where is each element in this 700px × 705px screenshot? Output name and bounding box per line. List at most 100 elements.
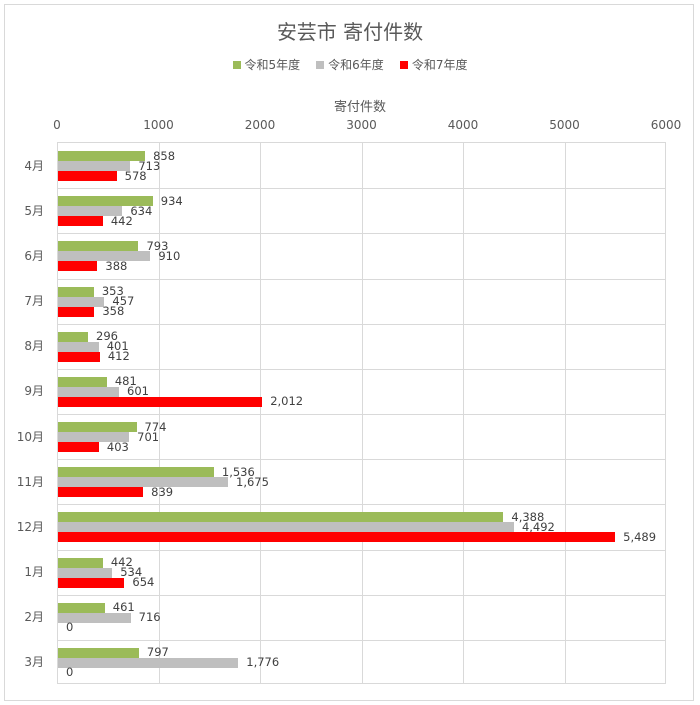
category-label: 9月 [24,384,44,399]
vertical-gridline [463,143,464,683]
data-label: 716 [138,610,161,625]
horizontal-gridline [58,278,665,280]
bar [58,657,239,668]
bar [58,376,107,387]
category-label: 5月 [24,203,44,218]
category-label: 11月 [16,474,44,489]
horizontal-gridline [58,323,665,325]
vertical-gridline [158,143,160,683]
x-tick-label: 5000 [549,118,580,132]
legend-label: 令和5年度 [244,58,301,72]
bar [58,612,131,623]
bar [58,351,100,362]
data-label: 403 [106,439,129,454]
bar [58,442,99,452]
data-label: 1,675 [236,474,269,489]
horizontal-gridline [58,504,665,506]
vertical-gridline [260,143,261,683]
legend: 令和5年度 令和6年度 令和7年度 [0,56,700,73]
legend-label: 令和6年度 [328,58,384,72]
bar [58,151,146,161]
data-label: 2,012 [270,394,304,409]
data-label: 442 [110,213,133,228]
data-label: 713 [138,158,161,173]
x-tick-label: 4000 [447,118,479,132]
bar [58,341,99,352]
vertical-gridline [361,143,363,683]
bar [58,331,89,342]
bar [58,522,514,533]
bar [58,386,119,397]
data-label: 634 [130,203,153,218]
category-label: 3月 [24,655,44,670]
data-label: 839 [151,484,174,499]
bar [58,567,113,578]
horizontal-gridline [58,414,665,415]
bar [58,602,105,613]
data-label: 388 [105,258,128,273]
bar [58,577,125,588]
x-tick-label: 2000 [244,118,276,132]
category-label: 7月 [24,294,44,309]
data-label: 442 [110,555,133,569]
data-label: 578 [124,168,147,183]
data-label: 358 [102,304,125,318]
data-label: 353 [101,284,124,298]
bar [58,532,616,543]
horizontal-gridline [58,188,665,190]
category-label: 8月 [24,339,44,354]
bar [58,206,123,217]
data-label: 412 [107,349,130,364]
legend-swatch-icon [399,60,408,69]
data-label: 401 [106,339,129,354]
horizontal-gridline [58,368,665,370]
category-label: 2月 [24,610,44,625]
bar [58,216,103,227]
bar [58,296,105,307]
bar [58,241,139,252]
x-axis-title: 寄付件数 [333,100,386,115]
bar [58,647,139,658]
data-label: 1,536 [221,464,255,479]
category-label: 1月 [24,565,44,580]
data-label: 4,492 [521,519,555,534]
bar [58,286,94,297]
bar [58,171,117,181]
data-label: 858 [153,148,176,163]
legend-swatch-icon [232,60,241,69]
data-label: 457 [112,294,135,308]
legend-label: 令和7年度 [411,58,468,72]
bar [58,557,103,568]
data-label: 296 [96,329,118,344]
bar [58,396,263,407]
x-tick-label: 6000 [650,118,682,132]
bar [58,161,131,171]
category-label: 6月 [24,248,44,263]
bar [58,422,137,432]
legend-item: 令和7年度 [399,56,468,73]
data-label: 5,489 [623,529,657,544]
data-label: 797 [146,645,169,660]
legend-swatch-icon [316,60,325,69]
bar [58,512,504,523]
bar [58,261,98,272]
data-label: 774 [144,419,167,434]
category-label: 4月 [24,158,44,173]
x-tick-label: 0 [53,118,61,132]
horizontal-gridline [58,233,665,235]
chart-frame [4,4,694,701]
legend-item: 令和5年度 [232,56,301,73]
data-label: 601 [127,384,149,399]
data-label: 534 [120,565,143,579]
bar [58,251,151,262]
category-label: 10月 [16,429,44,444]
bar [58,432,130,442]
x-tick-label: 3000 [346,118,377,132]
data-label: 4,388 [511,509,545,524]
data-label: 481 [114,374,137,389]
bar [58,196,153,207]
horizontal-gridline [58,459,665,461]
bar [58,306,95,317]
data-label: 0 [66,665,74,680]
data-label: 793 [146,238,169,253]
